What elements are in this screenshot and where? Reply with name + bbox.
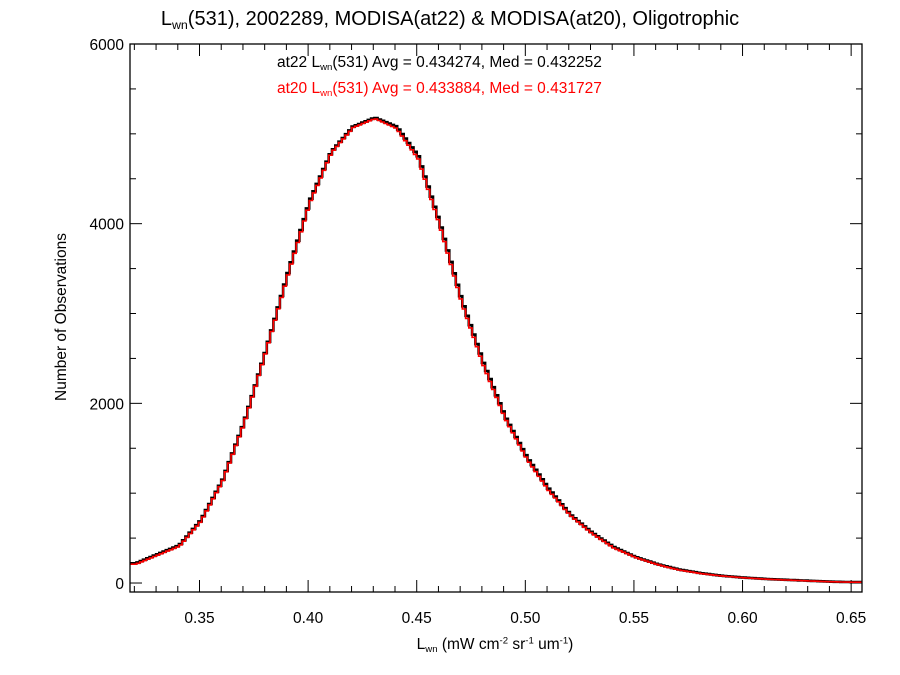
- chart-title: Lwn(531), 2002289, MODISA(at22) & MODISA…: [160, 8, 740, 32]
- y-tick-label: 2000: [90, 396, 125, 413]
- y-tick-label: 6000: [90, 37, 125, 54]
- tick-labels: 0.35 0.40 0.45 0.50 0.55 0.60 0.65 0 2000 4000 600…: [90, 37, 867, 627]
- x-tick-label: 0.35: [184, 610, 214, 627]
- x-axis-label: Lwn (mW cm-2 sr-1 um-1): [416, 635, 574, 656]
- series-at22-histogram: [130, 116, 862, 584]
- at22-stats-annotation: at22 Lwn(531) Avg = 0.434274, Med = 0.43…: [277, 54, 602, 74]
- axis-ticks: [130, 43, 862, 592]
- y-axis-label: Number of Observations: [53, 233, 70, 401]
- x-tick-label: 0.45: [402, 610, 432, 627]
- y-tick-label: 0: [115, 576, 124, 593]
- series-at20-histogram: [130, 118, 862, 583]
- x-tick-label: 0.60: [727, 610, 758, 627]
- x-tick-label: 0.50: [510, 610, 541, 627]
- y-tick-label: 4000: [90, 217, 125, 234]
- plot-frame: [129, 43, 863, 593]
- series-layer: [130, 116, 862, 584]
- x-tick-label: 0.40: [293, 610, 324, 627]
- x-tick-label: 0.65: [836, 610, 866, 627]
- at20-stats-annotation: at20 Lwn(531) Avg = 0.433884, Med = 0.43…: [277, 80, 602, 100]
- x-tick-label: 0.55: [619, 610, 649, 627]
